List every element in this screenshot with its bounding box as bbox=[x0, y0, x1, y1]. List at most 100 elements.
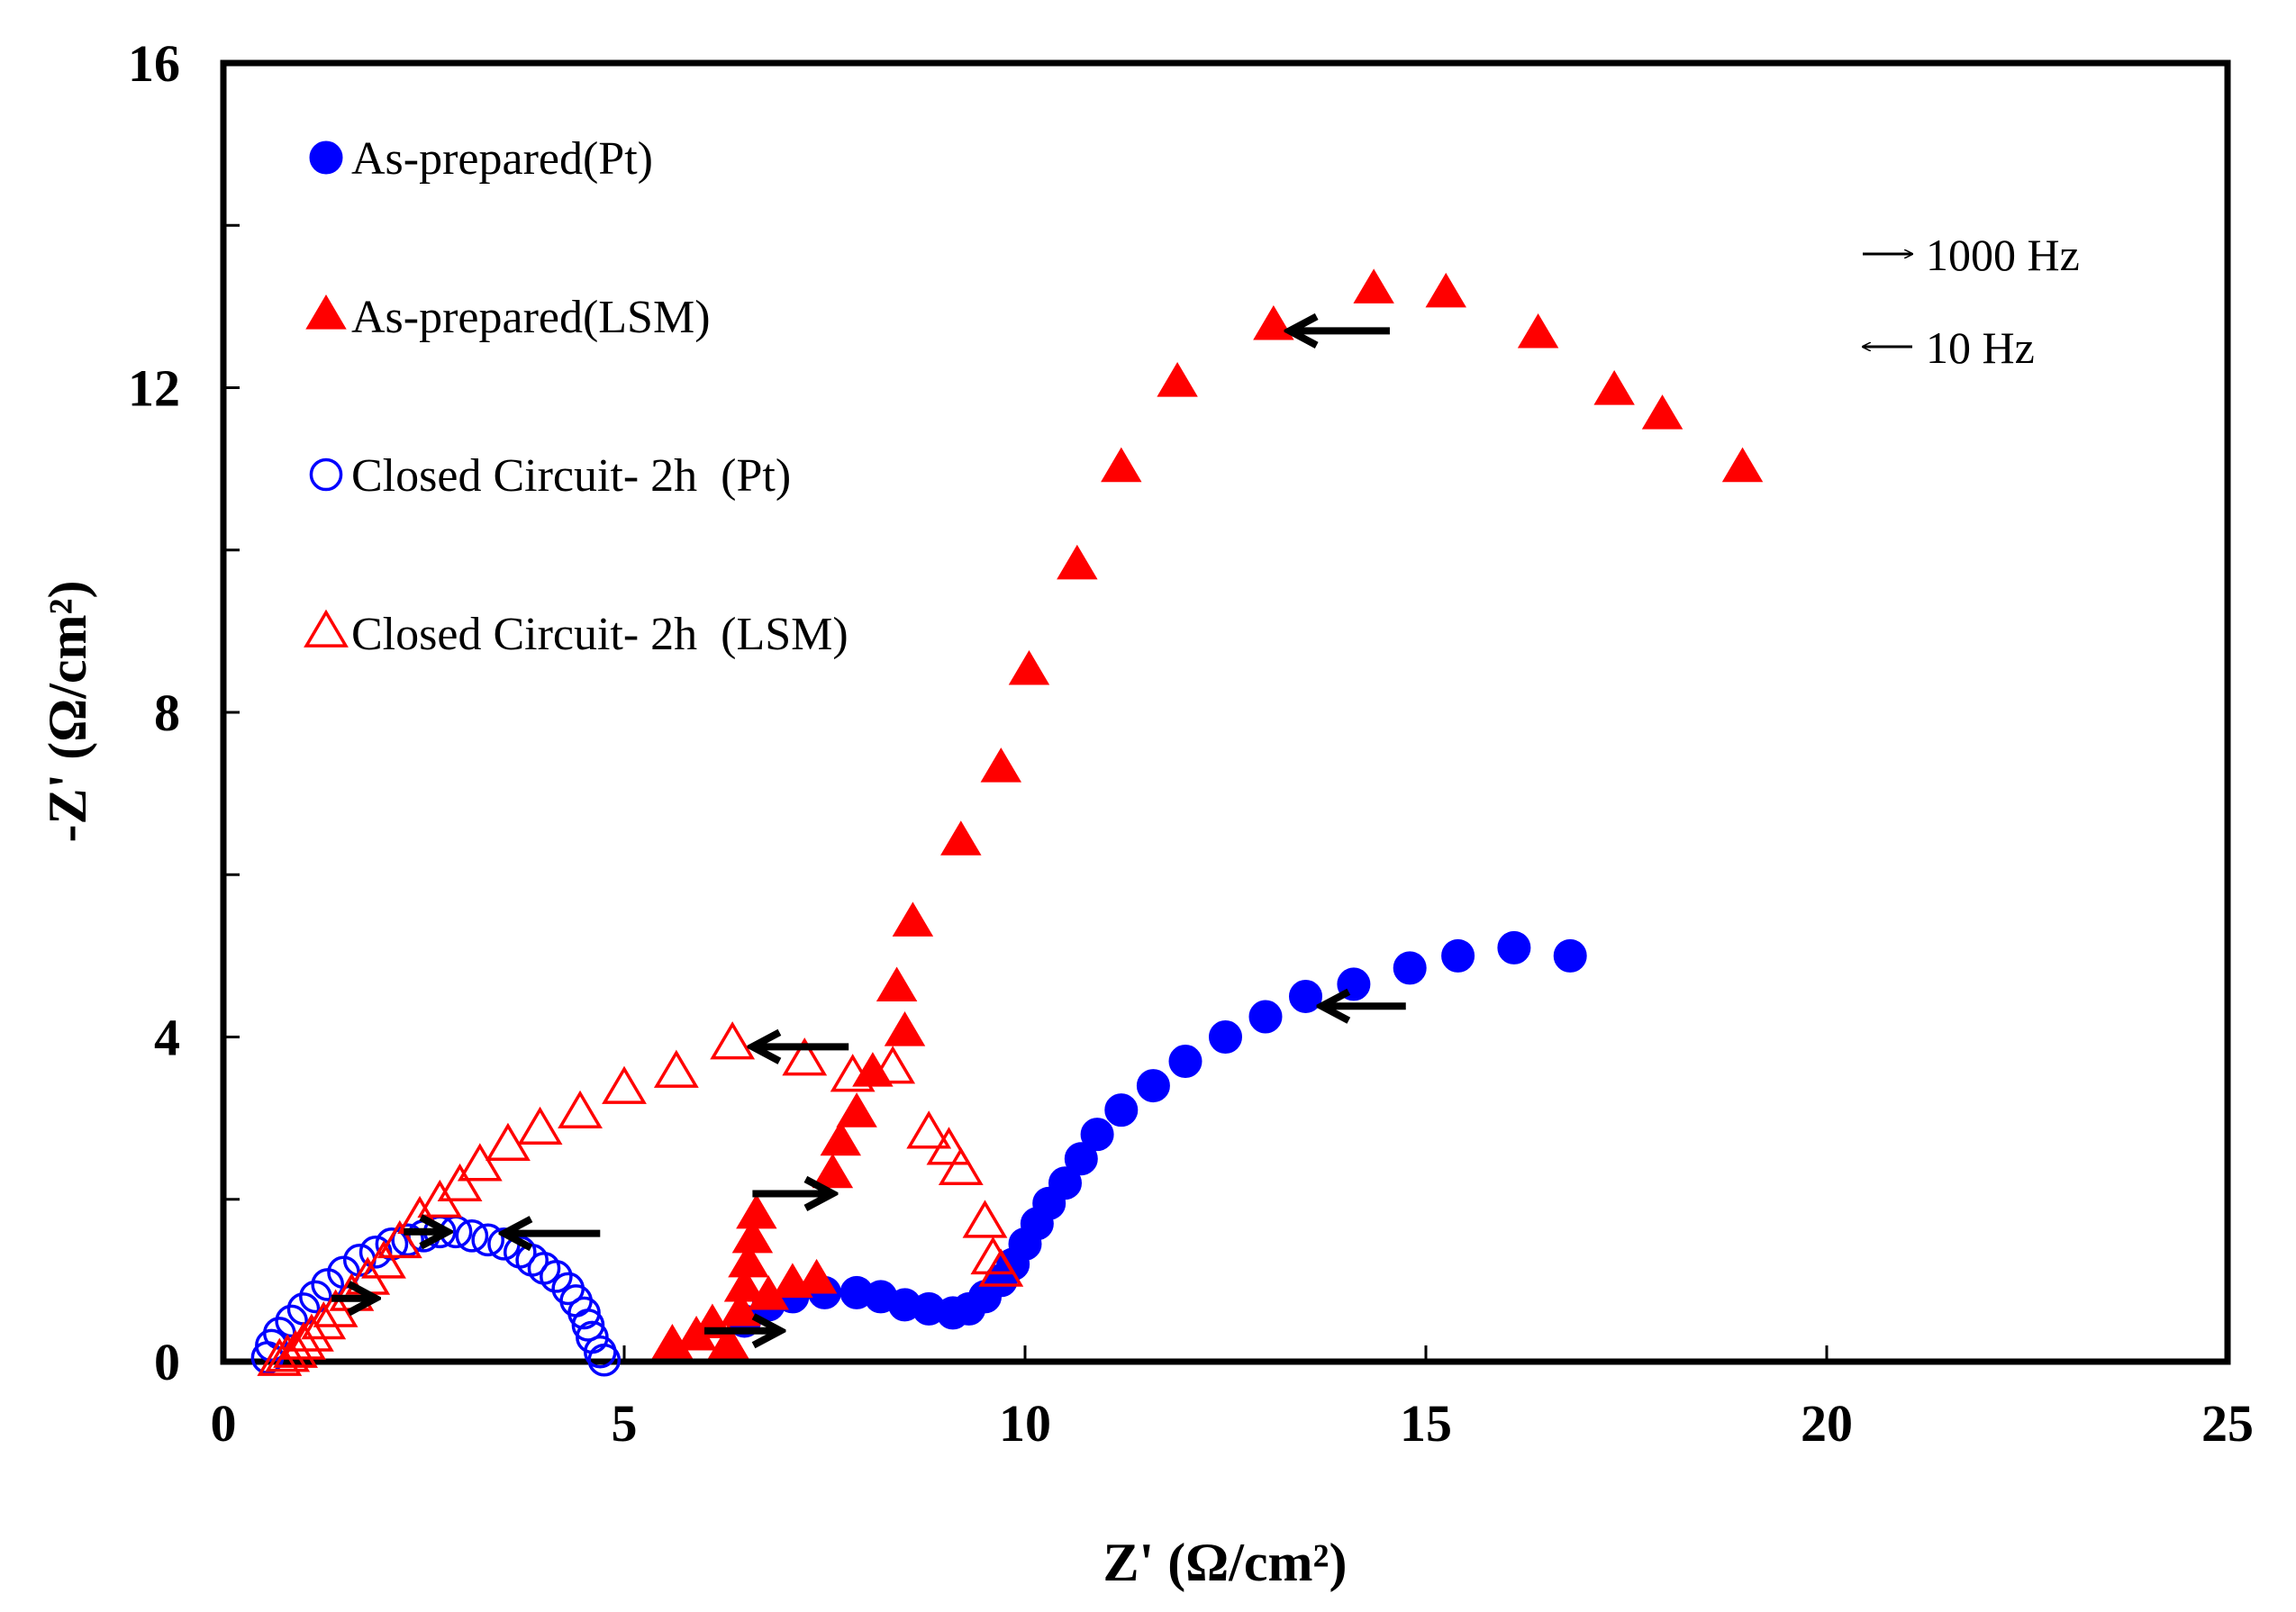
data-point bbox=[723, 1266, 766, 1302]
data-point bbox=[938, 1146, 984, 1186]
data-point bbox=[358, 1236, 393, 1269]
data-point bbox=[486, 1122, 531, 1161]
data-point bbox=[1641, 394, 1683, 430]
data-point bbox=[1353, 268, 1394, 303]
data-point bbox=[1393, 951, 1427, 985]
data-point bbox=[1289, 979, 1322, 1013]
data-point bbox=[820, 1120, 862, 1156]
data-point bbox=[728, 1242, 769, 1278]
data-point bbox=[962, 1200, 1008, 1238]
data-point bbox=[710, 1021, 756, 1060]
data-point bbox=[852, 1052, 894, 1087]
legend-label: Closed Circuit- 2h (LSM) bbox=[351, 609, 849, 660]
data-point bbox=[1104, 1093, 1139, 1127]
data-point bbox=[437, 1163, 483, 1202]
data-point bbox=[301, 1301, 347, 1340]
data-point bbox=[731, 1218, 774, 1254]
data-point bbox=[1048, 1166, 1082, 1200]
data-point bbox=[830, 1054, 876, 1092]
data-point bbox=[653, 1049, 699, 1088]
legend-marker bbox=[309, 140, 343, 175]
data-point bbox=[736, 1193, 777, 1229]
data-point bbox=[457, 1143, 503, 1182]
x-tick-label: 20 bbox=[1801, 1394, 1853, 1453]
legend-label: Closed Circuit- 2h (Pt) bbox=[351, 450, 791, 502]
data-point bbox=[1593, 370, 1635, 405]
data-point bbox=[602, 1065, 647, 1104]
data-point bbox=[455, 1218, 489, 1253]
series-1 bbox=[651, 268, 1764, 1359]
data-point bbox=[1209, 1020, 1242, 1054]
data-point bbox=[540, 1260, 573, 1293]
data-point bbox=[1157, 362, 1198, 397]
data-point bbox=[288, 1313, 334, 1352]
data-point bbox=[265, 1334, 311, 1372]
data-point bbox=[836, 1092, 877, 1127]
data-point bbox=[275, 1304, 308, 1338]
x-axis-title: Z' (Ω/cm²) bbox=[1103, 1533, 1348, 1592]
y-tick-label: 0 bbox=[154, 1333, 180, 1391]
data-point bbox=[1057, 544, 1098, 580]
data-point bbox=[558, 1090, 603, 1128]
data-series bbox=[250, 268, 1764, 1377]
frequency-arrows bbox=[331, 331, 1406, 1330]
data-point bbox=[377, 1219, 422, 1259]
series-0 bbox=[728, 930, 1587, 1338]
data-point bbox=[1553, 938, 1587, 973]
x-tick-label: 25 bbox=[2201, 1394, 2254, 1453]
data-point bbox=[795, 1258, 838, 1294]
data-point bbox=[1721, 447, 1764, 483]
data-point bbox=[299, 1280, 332, 1314]
data-point bbox=[940, 820, 982, 856]
data-point bbox=[1517, 312, 1559, 349]
data-point bbox=[1248, 1000, 1283, 1034]
x-tick-label: 10 bbox=[999, 1394, 1051, 1453]
data-point bbox=[1337, 967, 1371, 1001]
frequency-legend: 1000 Hz 10 Hz bbox=[1863, 230, 2080, 373]
x-tick-label: 5 bbox=[612, 1394, 638, 1453]
y-tick-label: 12 bbox=[128, 359, 180, 418]
data-point bbox=[978, 1248, 1024, 1287]
y-axis-title: -Z' (Ω/cm²) bbox=[38, 581, 97, 843]
legend: As-prepared(Pt) As-prepared(LSM) Closed Ci… bbox=[304, 133, 849, 660]
data-point bbox=[1441, 938, 1475, 973]
legend-label: As-prepared(LSM) bbox=[351, 292, 711, 343]
legend-marker bbox=[304, 609, 349, 648]
y-axis: 0 4 8 12 16 bbox=[128, 34, 240, 1391]
data-point bbox=[812, 1153, 854, 1189]
data-point bbox=[870, 1046, 916, 1084]
freq-legend-high: 1000 Hz bbox=[1926, 230, 2080, 280]
data-point bbox=[517, 1106, 563, 1145]
data-point bbox=[876, 966, 918, 1002]
x-axis: 0 5 10 15 20 25 bbox=[211, 1345, 2254, 1453]
data-point bbox=[587, 1343, 622, 1377]
data-point bbox=[926, 1127, 972, 1165]
data-point bbox=[1425, 272, 1466, 308]
data-point bbox=[980, 747, 1022, 783]
data-point bbox=[707, 1324, 749, 1359]
data-point bbox=[1008, 649, 1050, 685]
freq-legend-low: 10 Hz bbox=[1926, 322, 2035, 373]
x-tick-label: 0 bbox=[211, 1394, 237, 1453]
data-point bbox=[892, 901, 934, 937]
data-point bbox=[1497, 930, 1531, 964]
data-point bbox=[1101, 447, 1142, 483]
y-tick-label: 4 bbox=[154, 1009, 180, 1067]
legend-marker bbox=[305, 294, 347, 330]
x-tick-label: 15 bbox=[1400, 1394, 1452, 1453]
data-point bbox=[1253, 304, 1294, 340]
data-point bbox=[1136, 1069, 1170, 1103]
data-point bbox=[361, 1240, 406, 1279]
data-point bbox=[1064, 1142, 1098, 1176]
data-point bbox=[906, 1110, 952, 1149]
legend-label: As-prepared(Pt) bbox=[351, 133, 653, 185]
data-point bbox=[884, 1011, 926, 1046]
y-tick-label: 16 bbox=[128, 34, 180, 93]
y-tick-label: 8 bbox=[154, 684, 180, 742]
data-point bbox=[1168, 1045, 1202, 1079]
data-point bbox=[1080, 1118, 1114, 1152]
legend-marker bbox=[309, 457, 343, 492]
series-3 bbox=[257, 1021, 1024, 1376]
data-point bbox=[281, 1321, 326, 1360]
